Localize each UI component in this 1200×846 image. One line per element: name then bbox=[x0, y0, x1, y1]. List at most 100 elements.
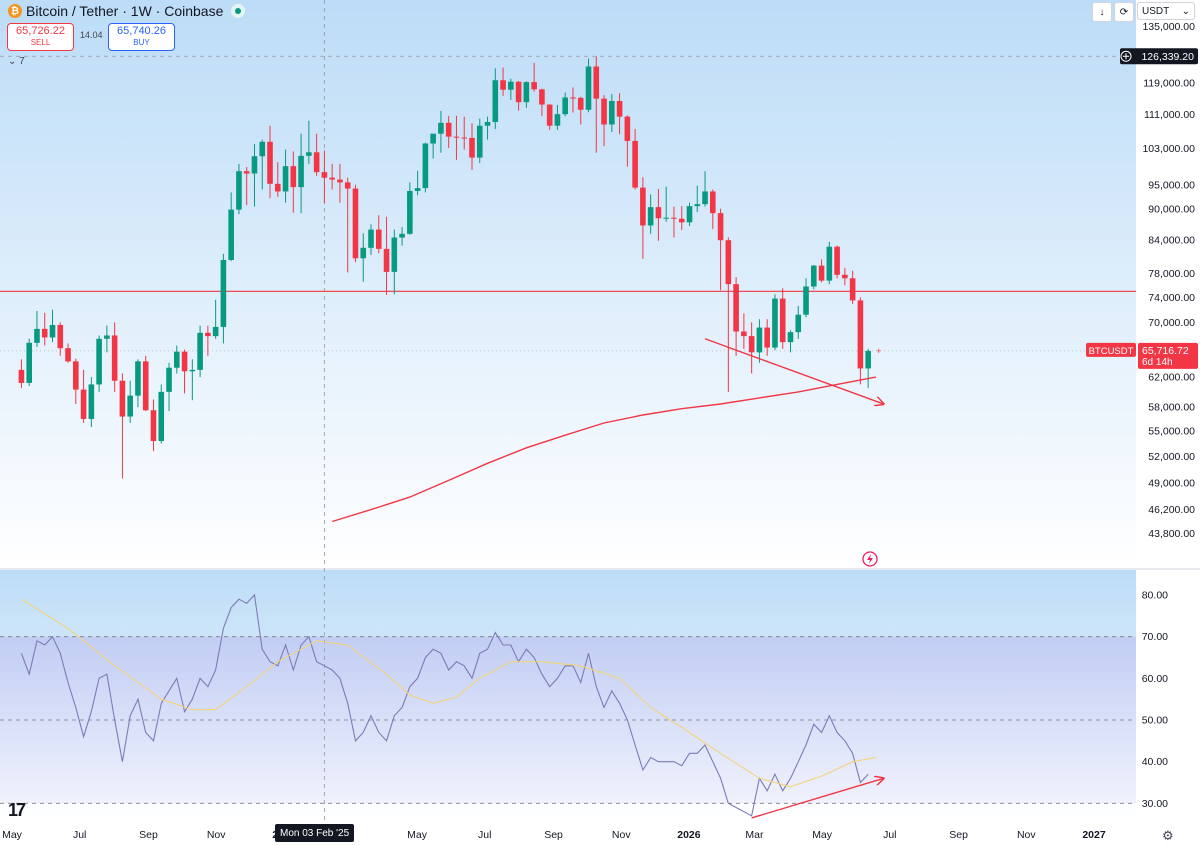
arrow-down-icon: ↓ bbox=[1099, 6, 1105, 18]
candle-body bbox=[764, 327, 770, 348]
rsi-axis-tick: 30.00 bbox=[1142, 798, 1168, 810]
indicator-count: 7 bbox=[19, 56, 25, 67]
crosshair-date-label: Mon 03 Feb '25 bbox=[275, 824, 355, 842]
candle-body bbox=[407, 190, 413, 234]
candle-body bbox=[251, 156, 258, 174]
candle-body bbox=[570, 97, 576, 99]
candle-body bbox=[733, 284, 739, 332]
candle-body bbox=[748, 336, 755, 353]
sell-button[interactable]: 65,726.22 SELL bbox=[7, 23, 74, 51]
tradingview-logo[interactable]: 17 bbox=[8, 800, 26, 820]
lightning-icon bbox=[862, 551, 878, 567]
candle-body bbox=[647, 207, 654, 226]
plus-circle bbox=[1120, 50, 1132, 62]
candle-body bbox=[158, 391, 165, 442]
candle-body bbox=[694, 204, 701, 207]
candle-body bbox=[678, 218, 685, 223]
price-axis-tick: 55,000.00 bbox=[1148, 426, 1195, 438]
candle-body bbox=[243, 171, 250, 174]
candle-body bbox=[469, 137, 475, 158]
rsi-axis-tick: 50.00 bbox=[1142, 715, 1168, 727]
candle-body bbox=[174, 351, 180, 368]
candle-body bbox=[88, 384, 95, 419]
candle-body bbox=[445, 122, 452, 137]
candle-body bbox=[818, 265, 825, 281]
candle-body bbox=[313, 152, 320, 173]
candle-body bbox=[865, 350, 871, 369]
price-badge-countdown: 6d 14h bbox=[1142, 357, 1173, 368]
candle-body bbox=[34, 328, 40, 343]
candle-body bbox=[360, 247, 367, 259]
candle-body bbox=[593, 66, 600, 99]
price-axis-tick: 103,000.00 bbox=[1142, 143, 1195, 155]
gear-icon[interactable]: ⚙ bbox=[1162, 828, 1174, 843]
chevron-down-icon: ⌄ bbox=[1181, 5, 1190, 17]
rsi-axis-tick: 80.00 bbox=[1142, 590, 1168, 602]
candle-body bbox=[220, 259, 227, 327]
candle-body bbox=[632, 140, 638, 188]
candle-body bbox=[531, 82, 537, 90]
candle-body bbox=[236, 171, 242, 210]
candle-body bbox=[453, 136, 460, 138]
candle-body bbox=[803, 286, 809, 315]
symbol-title[interactable]: Bitcoin / Tether · 1W · Coinbase bbox=[26, 3, 224, 19]
candle-body bbox=[181, 351, 188, 372]
rsi-line bbox=[20, 593, 869, 817]
candle-body bbox=[508, 81, 514, 90]
candle-body bbox=[686, 206, 693, 223]
sell-price: 65,726.22 bbox=[16, 25, 65, 37]
candle-body bbox=[741, 331, 747, 337]
buy-button[interactable]: 65,740.26 BUY bbox=[108, 23, 175, 51]
symbol-badge-text: BTCUSDT bbox=[1089, 346, 1134, 357]
candle-body bbox=[73, 361, 79, 390]
crosshair-price-tag: 126,339.20 bbox=[1120, 48, 1198, 65]
indicators-toggle[interactable]: ⌄ 7 bbox=[8, 56, 25, 67]
candle-body bbox=[80, 389, 87, 419]
candle-body bbox=[500, 80, 506, 90]
candle-body bbox=[212, 326, 219, 337]
candle-body bbox=[663, 217, 669, 219]
candle-body bbox=[810, 265, 817, 287]
candle-body bbox=[546, 104, 553, 126]
candle-body bbox=[422, 143, 429, 189]
crosshair-price-text: 126,339.20 bbox=[1141, 51, 1194, 63]
candle-body bbox=[298, 155, 304, 188]
candle-body bbox=[795, 314, 802, 333]
candle-body bbox=[826, 246, 833, 281]
price-axis-tick: 62,000.00 bbox=[1148, 372, 1195, 384]
candle-body bbox=[135, 361, 141, 396]
price-divergence-arrow bbox=[704, 338, 884, 404]
candle-body bbox=[306, 152, 312, 156]
candle-body bbox=[57, 324, 64, 349]
time-axis-tick: Sep bbox=[544, 829, 563, 841]
candle-body bbox=[772, 298, 778, 348]
rsi-axis-tick: 40.00 bbox=[1142, 756, 1168, 768]
price-axis-tick: 90,000.00 bbox=[1148, 204, 1195, 216]
price-axis-tick: 74,000.00 bbox=[1148, 292, 1195, 304]
currency-select[interactable]: USDT ⌄ bbox=[1137, 2, 1195, 20]
candle-body bbox=[756, 327, 763, 353]
time-axis-tick: Sep bbox=[139, 829, 158, 841]
candle-body bbox=[717, 213, 724, 241]
candle-body bbox=[461, 137, 468, 139]
refresh-button[interactable]: ⟳ bbox=[1114, 2, 1134, 22]
candle-body bbox=[523, 82, 530, 103]
price-axis-tick: 78,000.00 bbox=[1148, 268, 1195, 280]
candle-body bbox=[414, 188, 421, 191]
candle-body bbox=[290, 166, 297, 188]
time-axis-tick: Sep bbox=[949, 829, 968, 841]
candle-body bbox=[41, 328, 48, 338]
price-axis-tick: 84,000.00 bbox=[1148, 235, 1195, 247]
download-button[interactable]: ↓ bbox=[1092, 2, 1112, 22]
rsi-divergence-arrow bbox=[751, 778, 884, 819]
time-axis-tick: Nov bbox=[1017, 829, 1036, 841]
rsi-ma-line bbox=[21, 598, 876, 788]
chevron-down-icon: ⌄ bbox=[8, 56, 17, 67]
candle-body bbox=[476, 125, 483, 158]
candle-body bbox=[492, 80, 499, 122]
candle-body bbox=[166, 367, 172, 392]
candle-body bbox=[601, 98, 607, 125]
candle-body bbox=[96, 338, 102, 385]
